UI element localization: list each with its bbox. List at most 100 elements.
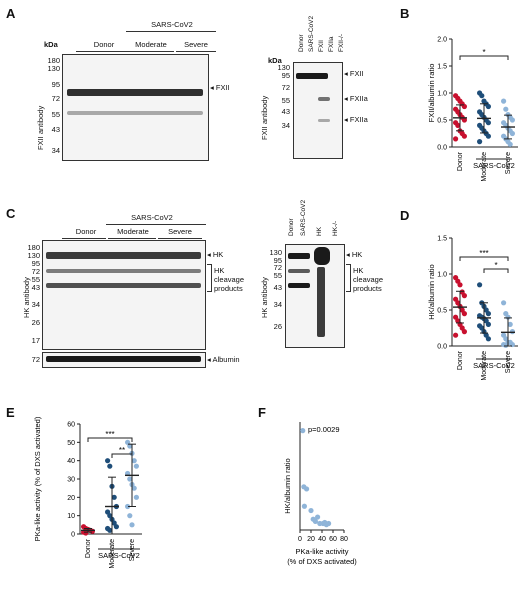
data-point xyxy=(477,139,483,145)
data-point xyxy=(485,321,491,327)
significance-label: * xyxy=(482,48,485,57)
marker-17: 17 xyxy=(31,336,40,345)
cleavage-bracket xyxy=(346,264,351,292)
y-tick-label: 0.5 xyxy=(437,118,447,125)
marker-34: 34 xyxy=(273,300,282,309)
albumin-band-row xyxy=(46,356,201,362)
group-sars: SARS-CoV2 xyxy=(151,20,193,29)
marker-130: 130 xyxy=(277,63,290,72)
marker-95: 95 xyxy=(51,80,60,89)
hk-purified-band xyxy=(314,247,330,265)
y-axis-label: PKa-like activity (% of DXS activated) xyxy=(33,416,42,541)
arrow-text: FXII xyxy=(349,69,364,78)
albumin-arrow: ◂ Albumin xyxy=(207,355,240,364)
hk-arrow: ◂ HK xyxy=(207,250,224,259)
cleavage-band-2 xyxy=(288,283,310,288)
y-tick-label: 1.5 xyxy=(437,236,447,243)
cleavage-label-line-3: products xyxy=(214,284,243,293)
panel-d-label: D xyxy=(400,208,410,223)
group-moderate: Moderate xyxy=(117,227,149,236)
y-tick-label: 0.0 xyxy=(437,344,447,351)
group-sars-line xyxy=(126,31,216,32)
group-donor-line xyxy=(76,51,126,52)
marker-55: 55 xyxy=(31,275,40,284)
significance-bracket xyxy=(87,437,133,442)
albumin-blot xyxy=(42,352,206,368)
hk-western-blot-left xyxy=(42,240,206,350)
data-point xyxy=(501,98,507,104)
y-axis-label: HK/albumin ratio xyxy=(427,264,436,319)
fxiia-arrow-2: ◂ FXIIa xyxy=(344,115,368,124)
cleavage-label: HK cleavage products xyxy=(214,266,244,293)
marker-34: 34 xyxy=(51,146,60,155)
data-point xyxy=(507,321,513,327)
data-point xyxy=(127,443,133,449)
data-point xyxy=(453,136,459,142)
group-severe-line xyxy=(158,238,202,239)
data-point xyxy=(485,120,491,126)
data-point xyxy=(129,522,135,528)
cleavage-label-line-2: cleavage xyxy=(214,275,245,284)
x-tick-label: 80 xyxy=(340,536,348,543)
marker-43: 43 xyxy=(51,125,60,134)
data-point xyxy=(503,342,509,348)
data-point xyxy=(133,494,139,500)
y-tick-label: 20 xyxy=(67,495,75,502)
hk-band-row xyxy=(46,252,201,259)
data-point xyxy=(461,117,467,123)
x-tick-label: 40 xyxy=(318,536,326,543)
arrow-text: FXIIa xyxy=(349,115,368,124)
category-label: Donor xyxy=(457,151,464,171)
data-point xyxy=(485,103,491,110)
group-donor: Donor xyxy=(75,227,97,236)
fxiia-band xyxy=(318,97,330,101)
y-tick-label: 1.5 xyxy=(437,64,447,71)
marker-130: 130 xyxy=(269,248,282,257)
data-point xyxy=(125,503,131,510)
category-label: Donor xyxy=(85,538,92,558)
marker-43: 43 xyxy=(273,283,282,292)
marker-72: 72 xyxy=(51,94,60,103)
arrow-text: HK xyxy=(212,250,224,259)
y-tick-label: 0.5 xyxy=(437,308,447,315)
significance-bracket xyxy=(459,256,509,261)
cleavage-label-line-3: products xyxy=(353,284,382,293)
data-point xyxy=(133,463,139,469)
significance-bracket xyxy=(111,453,133,458)
category-label: Severe xyxy=(505,152,512,174)
group-moderate-line xyxy=(108,238,156,239)
data-point xyxy=(503,106,509,112)
y-tick-label: 10 xyxy=(67,513,75,520)
marker-72: 72 xyxy=(31,267,40,276)
category-label: Moderate xyxy=(481,152,488,182)
kda-label: kDa xyxy=(268,56,282,65)
marker-130: 130 xyxy=(27,251,40,260)
group-severe: Severe xyxy=(184,40,208,49)
fxii-arrow-label: ◂ FXII xyxy=(210,83,230,92)
data-point xyxy=(131,458,137,464)
cleavage-band-row-2 xyxy=(46,283,201,288)
data-point xyxy=(111,494,117,500)
data-point xyxy=(312,518,318,524)
x-axis-label-line-2: (% of DXS activated) xyxy=(287,557,357,566)
marker-95: 95 xyxy=(273,256,282,265)
p-value-annotation: p=0.0029 xyxy=(308,425,340,434)
data-point xyxy=(107,527,113,533)
marker-34: 34 xyxy=(31,300,40,309)
group-label: SARS-CoV2 xyxy=(473,361,515,370)
x-axis-label: PKa-like activity xyxy=(296,547,349,556)
group-donor-line xyxy=(62,238,106,239)
marker-55: 55 xyxy=(281,96,290,105)
cleavage-bracket xyxy=(207,264,212,292)
data-point xyxy=(131,485,137,491)
cleavage-label-line-1: HK xyxy=(353,266,364,275)
cleavage-label: HK cleavage products xyxy=(353,266,383,293)
panel-e-label: E xyxy=(6,405,15,420)
data-point xyxy=(315,514,321,520)
marker-95: 95 xyxy=(31,259,40,268)
fxii-western-blot-right xyxy=(293,62,343,159)
hk-western-blot-right xyxy=(285,244,345,348)
group-sars-line xyxy=(106,224,206,225)
